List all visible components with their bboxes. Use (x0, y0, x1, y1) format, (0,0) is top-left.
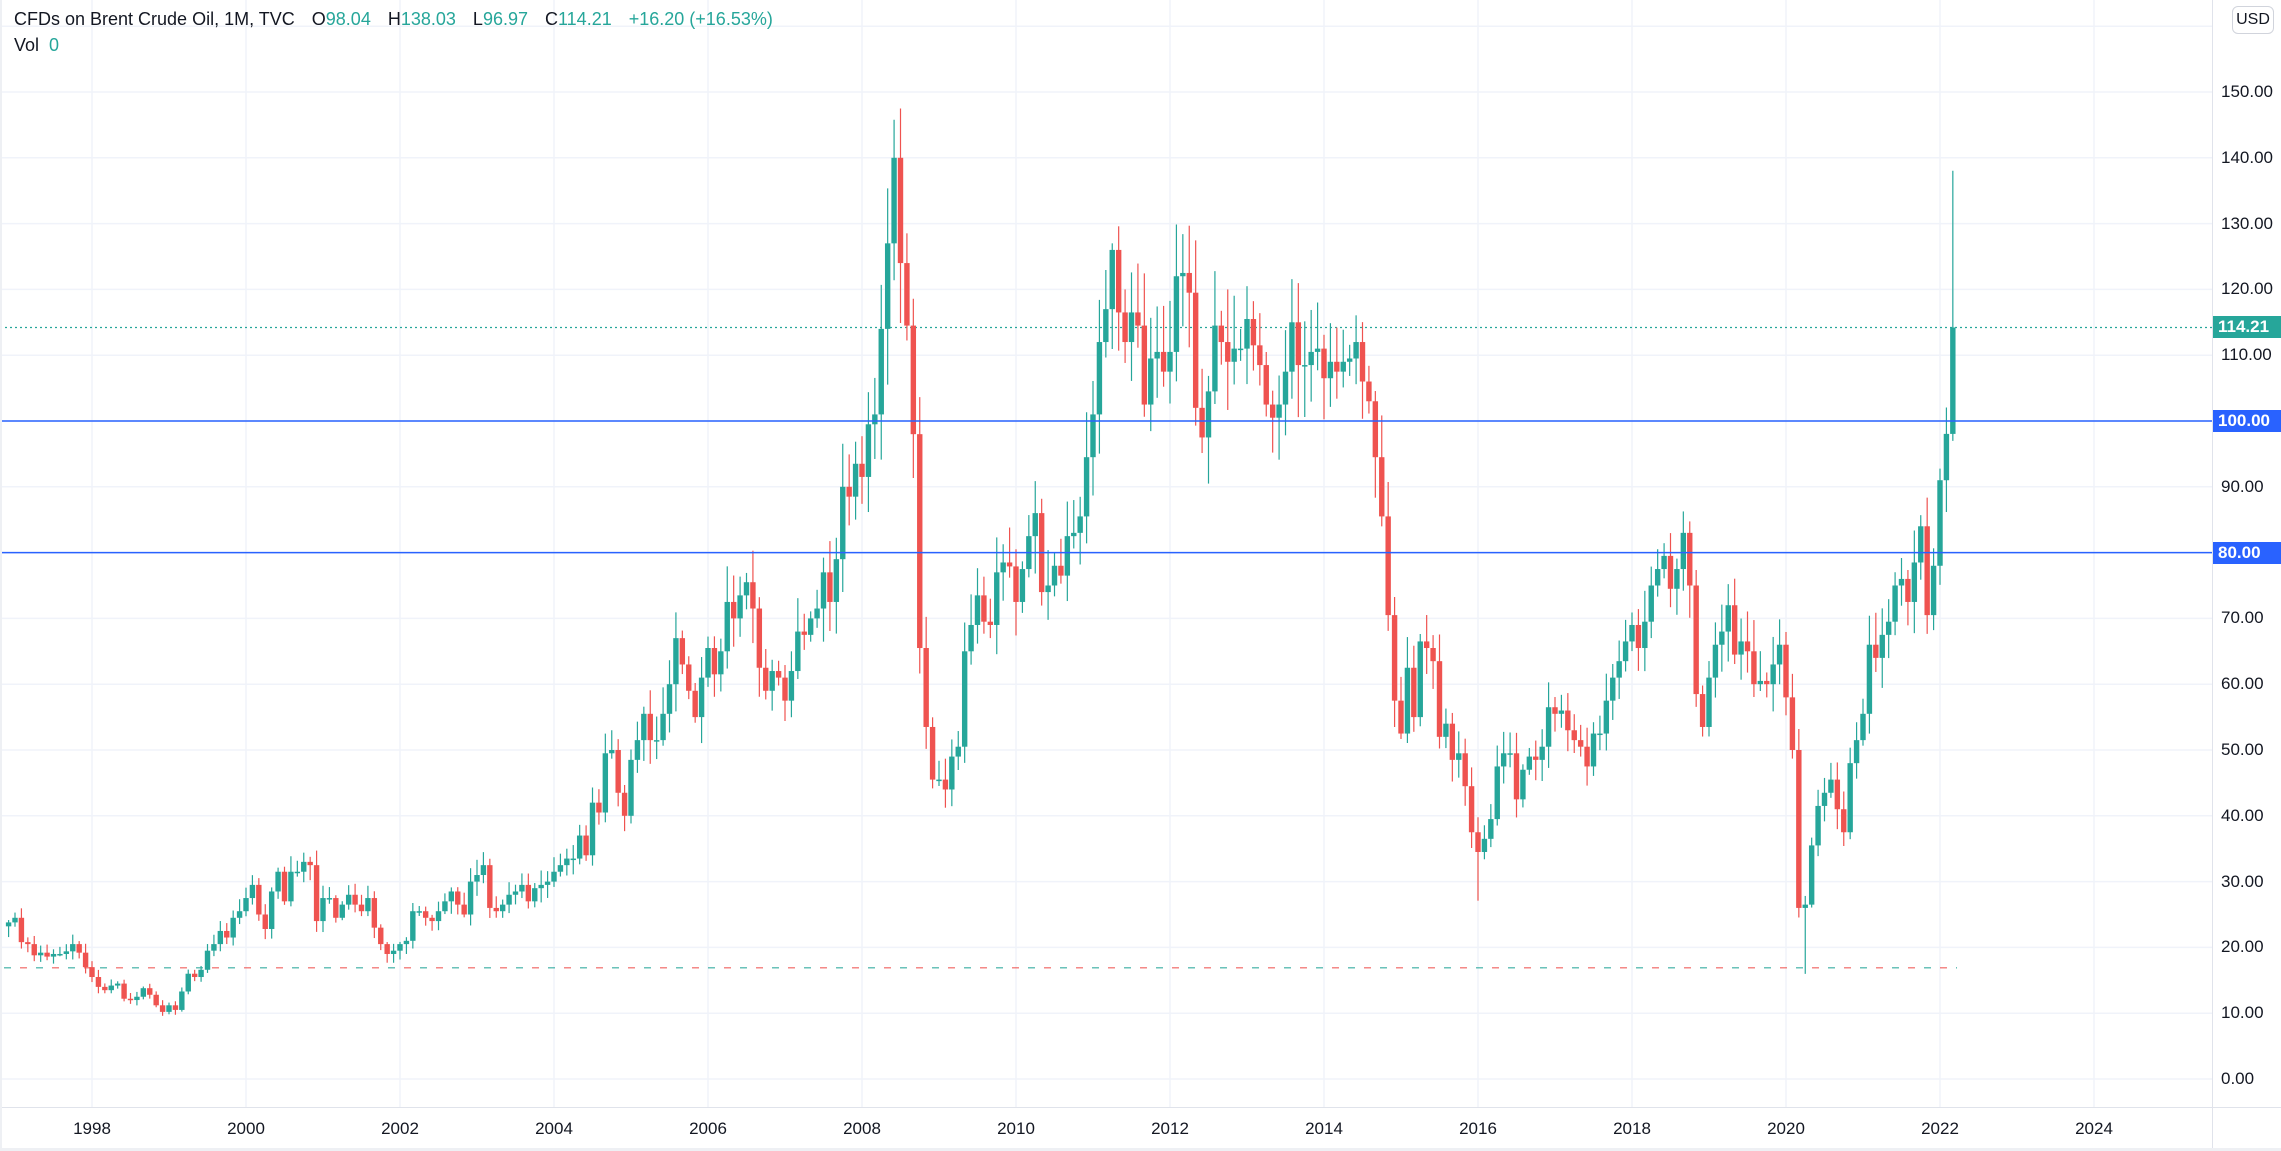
time-tick-label: 2020 (1767, 1119, 1805, 1138)
time-tick-label: 2014 (1305, 1119, 1343, 1138)
time-axis[interactable]: 1998 2000 2002 2004 2006 2008 2010 2012 2014 2016… (0, 1107, 2212, 1149)
high-value: 138.03 (400, 9, 456, 29)
price-tick-label: 60.00 (2221, 674, 2264, 694)
volume-label[interactable]: Vol (14, 35, 40, 55)
price-tick-label: 130.00 (2221, 213, 2273, 233)
bottom-border (0, 1148, 2281, 1151)
time-tick-label: 2016 (1459, 1119, 1497, 1138)
price-tick-label: 10.00 (2221, 1003, 2264, 1023)
horizontal-line-badge: 80.00 (2213, 541, 2281, 564)
price-tick-label: 30.00 (2221, 871, 2264, 891)
high-label: H (387, 9, 401, 29)
time-tick-label: 2018 (1613, 1119, 1651, 1138)
change-value: +16.20 (+16.53%) (628, 9, 773, 29)
currency-button[interactable]: USD (2232, 6, 2274, 34)
price-tick-label: 90.00 (2221, 476, 2264, 496)
left-border (0, 0, 2, 1148)
price-tick-label: 50.00 (2221, 740, 2264, 759)
time-tick-label: 2000 (227, 1119, 265, 1138)
close-label: C (545, 9, 558, 29)
time-tick-label: 2008 (843, 1119, 881, 1138)
time-tick-label: 2022 (1921, 1119, 1959, 1138)
time-tick-label: 2006 (689, 1119, 727, 1138)
symbol-title[interactable]: CFDs on Brent Crude Oil, 1M, TVC (14, 9, 295, 29)
time-tick-label: 2024 (2075, 1119, 2113, 1138)
low-label: L (472, 9, 483, 29)
price-tick-label: 20.00 (2221, 937, 2264, 957)
horizontal-line-badge: 100.00 (2213, 410, 2281, 432)
volume-legend: Vol 0 (14, 32, 59, 58)
open-value: 98.04 (325, 9, 371, 29)
time-tick-label: 2012 (1151, 1119, 1189, 1138)
symbol-legend: CFDs on Brent Crude Oil, 1M, TVC O98.04 … (14, 6, 773, 32)
time-tick-label: 2004 (535, 1119, 573, 1138)
price-tick-label: 110.00 (2221, 345, 2272, 365)
current-price-badge: 114.21 (2213, 316, 2281, 339)
time-tick-label: 2002 (381, 1119, 419, 1138)
price-tick-label: 150.00 (2221, 82, 2273, 101)
time-tick-label: 2010 (997, 1119, 1035, 1138)
chart-pane[interactable] (0, 0, 2212, 1107)
price-axis[interactable]: 150.00 140.00 130.00 120.00 110.00 100.00 90.0… (2212, 0, 2281, 1107)
price-tick-label: 0.00 (2221, 1069, 2255, 1088)
low-value: 96.97 (482, 9, 528, 29)
time-tick-label: 1998 (73, 1119, 111, 1138)
volume-value: 0 (49, 35, 60, 55)
price-tick-label: 40.00 (2221, 805, 2264, 825)
open-label: O (311, 9, 326, 29)
close-value: 114.21 (558, 9, 612, 29)
axis-corner (2212, 1107, 2281, 1149)
price-tick-label: 140.00 (2221, 147, 2273, 167)
candlestick-plot[interactable] (0, 0, 2212, 1107)
price-tick-label: 120.00 (2221, 279, 2273, 299)
price-tick-label: 70.00 (2221, 608, 2264, 628)
